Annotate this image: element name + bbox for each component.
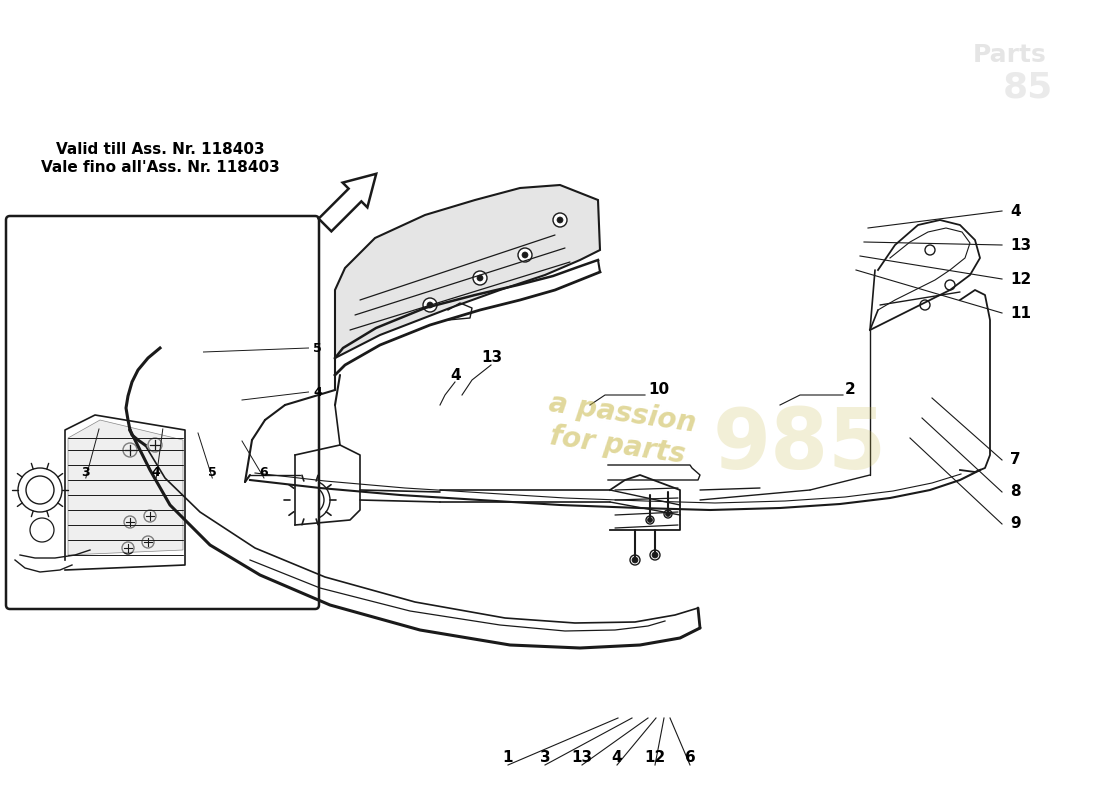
Text: 12: 12 bbox=[645, 750, 665, 765]
Text: 4: 4 bbox=[1010, 203, 1021, 218]
Text: Valid till Ass. Nr. 118403: Valid till Ass. Nr. 118403 bbox=[56, 142, 264, 158]
Circle shape bbox=[557, 217, 563, 223]
Text: a passion
for parts: a passion for parts bbox=[542, 390, 697, 470]
Text: 4: 4 bbox=[451, 367, 461, 382]
Text: 2: 2 bbox=[845, 382, 856, 398]
Text: 1: 1 bbox=[503, 750, 514, 765]
Circle shape bbox=[518, 248, 532, 262]
Text: 13: 13 bbox=[1010, 238, 1031, 253]
Text: Vale fino all'Ass. Nr. 118403: Vale fino all'Ass. Nr. 118403 bbox=[41, 161, 279, 175]
Circle shape bbox=[424, 298, 437, 312]
Circle shape bbox=[666, 511, 671, 517]
Circle shape bbox=[632, 557, 638, 563]
Text: 11: 11 bbox=[1010, 306, 1031, 321]
Text: 12: 12 bbox=[1010, 271, 1032, 286]
Text: 985: 985 bbox=[713, 405, 887, 486]
Circle shape bbox=[652, 552, 658, 558]
FancyBboxPatch shape bbox=[6, 216, 319, 609]
Circle shape bbox=[473, 271, 487, 285]
Text: 10: 10 bbox=[648, 382, 669, 398]
Circle shape bbox=[522, 252, 528, 258]
Circle shape bbox=[477, 275, 483, 281]
Text: 3: 3 bbox=[81, 466, 90, 478]
Text: 7: 7 bbox=[1010, 453, 1021, 467]
Text: 4: 4 bbox=[314, 386, 322, 398]
Circle shape bbox=[427, 302, 433, 308]
Text: 5: 5 bbox=[208, 466, 217, 478]
Text: 85: 85 bbox=[1003, 71, 1053, 105]
Circle shape bbox=[648, 518, 652, 522]
Text: Parts: Parts bbox=[974, 43, 1047, 67]
Circle shape bbox=[553, 213, 566, 227]
Text: 6: 6 bbox=[684, 750, 695, 765]
Text: 4: 4 bbox=[152, 466, 161, 478]
Text: 8: 8 bbox=[1010, 485, 1021, 499]
Text: 5: 5 bbox=[314, 342, 322, 354]
Polygon shape bbox=[336, 185, 600, 358]
Text: 6: 6 bbox=[260, 466, 268, 478]
Text: 13: 13 bbox=[571, 750, 593, 765]
Polygon shape bbox=[68, 420, 183, 555]
Text: 4: 4 bbox=[612, 750, 623, 765]
Text: 13: 13 bbox=[482, 350, 503, 366]
FancyArrow shape bbox=[319, 174, 376, 231]
Text: 3: 3 bbox=[540, 750, 550, 765]
Text: 9: 9 bbox=[1010, 517, 1021, 531]
